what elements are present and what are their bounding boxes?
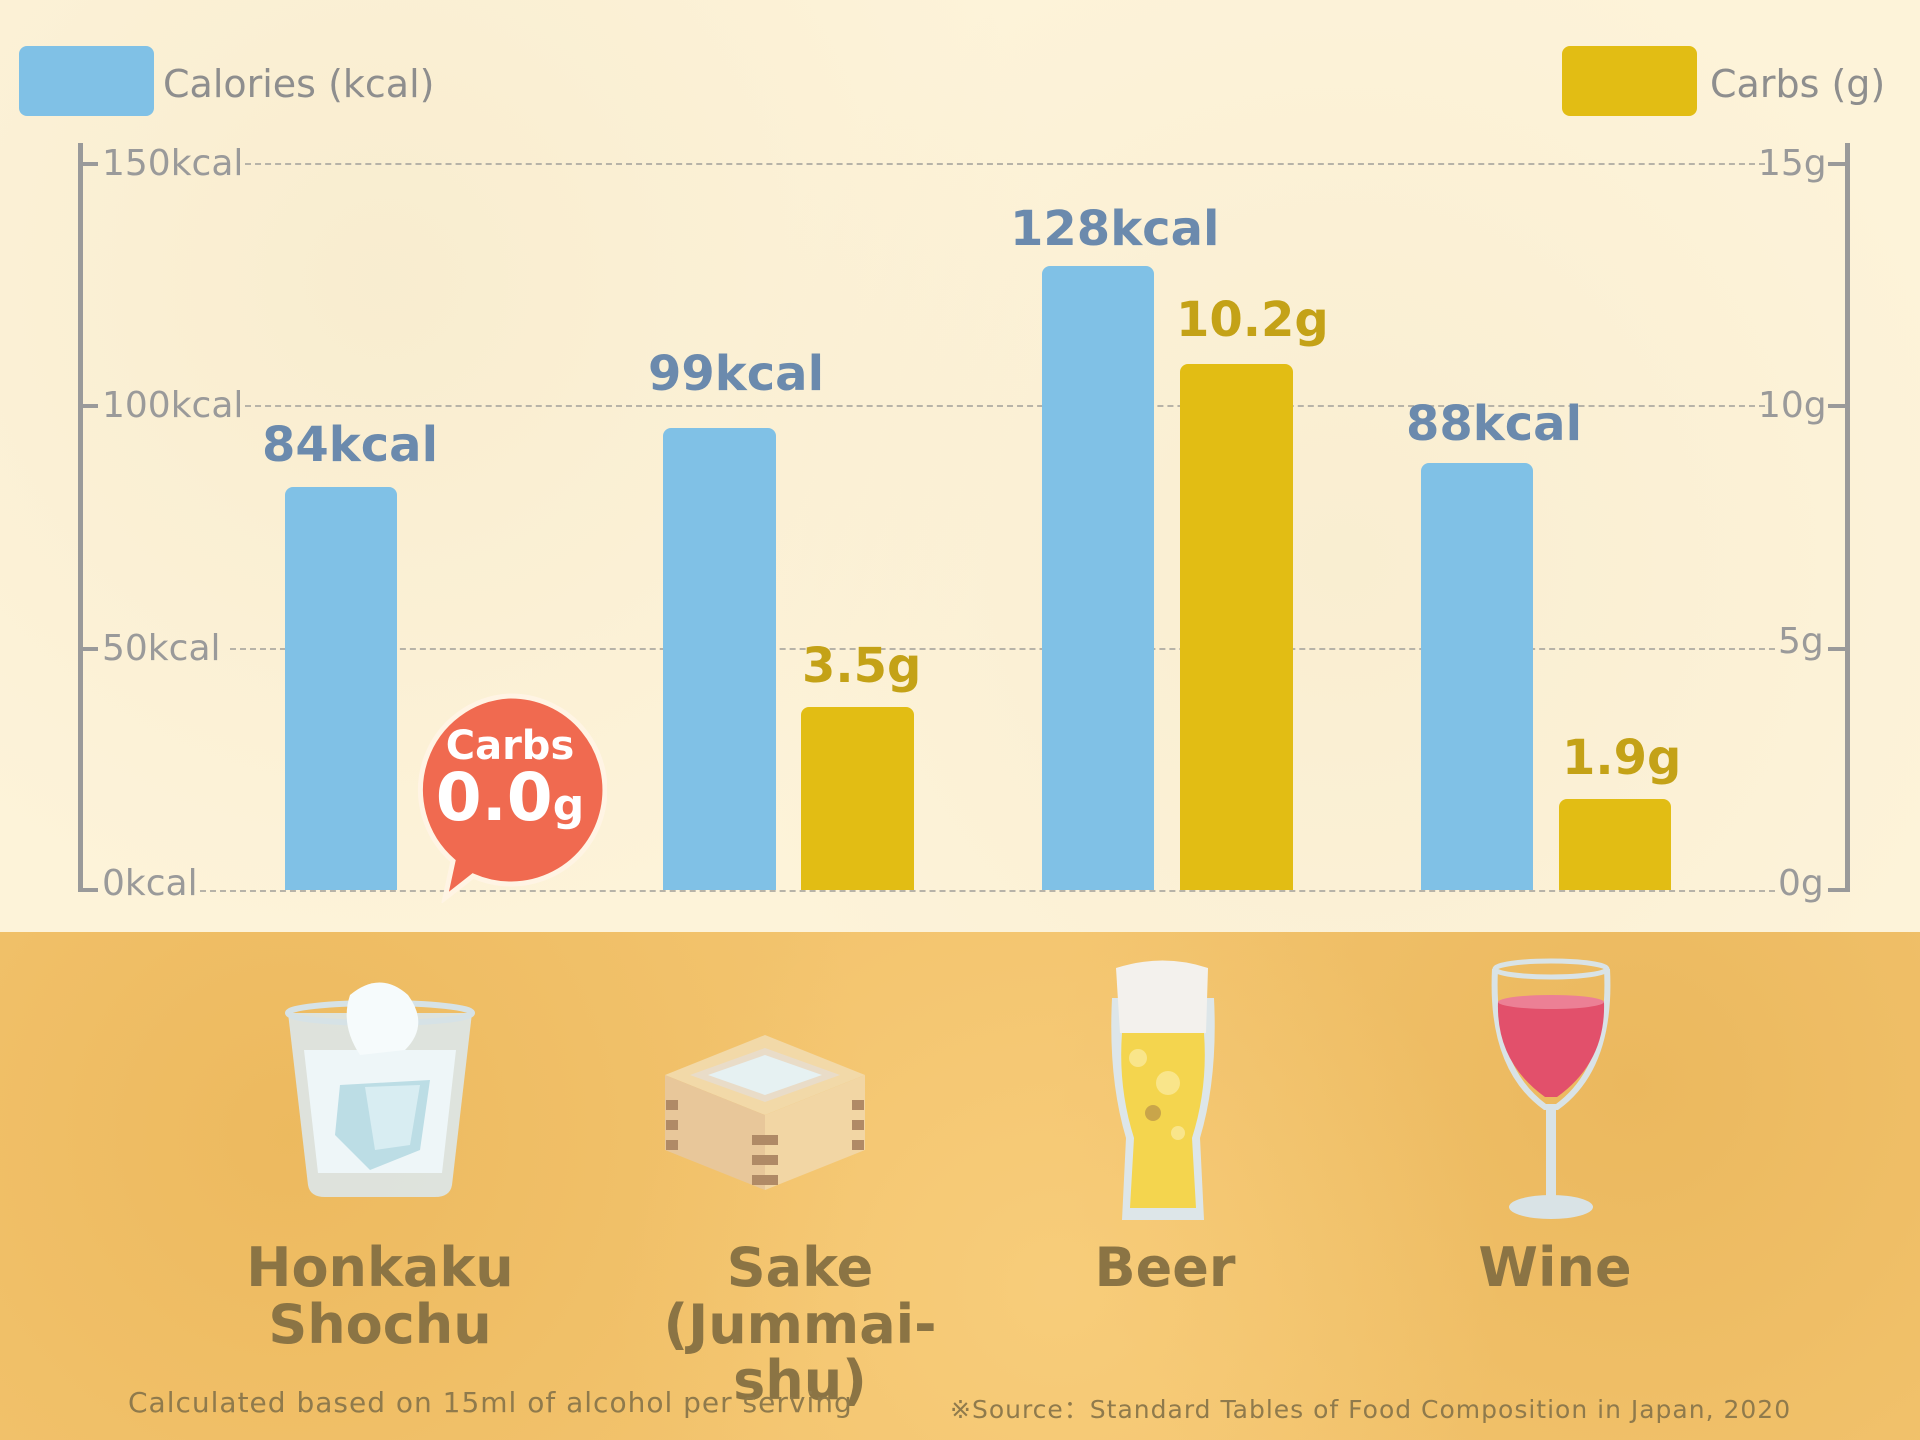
beer-glass-icon	[1111, 960, 1215, 1220]
right-tick-label: 5g	[1778, 621, 1824, 662]
category-line: Honkaku	[246, 1236, 514, 1299]
bar-calories-shochu	[285, 487, 397, 890]
bar-calories-wine	[1421, 463, 1533, 890]
right-tick-label: 10g	[1758, 385, 1827, 426]
value-label-carbs-wine: 1.9g	[1562, 730, 1682, 786]
left-tick-100	[78, 404, 98, 408]
value-label-carbs-beer: 10.2g	[1176, 292, 1329, 348]
callout-value-unit: g	[552, 780, 585, 831]
footer-note: Calculated based on 15ml of alcohol per …	[128, 1386, 853, 1419]
carbs-zero-callout: Carbs 0.0g	[413, 693, 608, 905]
legend-swatch-carbs	[1562, 46, 1697, 116]
callout-value: 0.0g	[413, 765, 607, 831]
left-tick-50	[78, 647, 98, 651]
wine-glass-icon	[1491, 958, 1611, 1219]
legend-swatch-calories	[19, 46, 154, 116]
right-tick-15	[1828, 162, 1848, 166]
value-label-calories-beer: 128kcal	[1010, 201, 1220, 257]
bar-carbs-beer	[1180, 364, 1293, 890]
category-line: Sake	[726, 1236, 874, 1299]
footer-source: ※Source：Standard Tables of Food Composit…	[950, 1395, 1792, 1424]
gridline-150	[245, 163, 1765, 165]
category-line: Wine	[1478, 1236, 1632, 1299]
right-tick-5	[1828, 647, 1848, 651]
gridline-100	[245, 405, 1765, 407]
value-label-calories-wine: 88kcal	[1406, 396, 1583, 452]
bar-carbs-sake	[801, 707, 914, 890]
bar-calories-beer	[1042, 266, 1154, 890]
left-tick-label: 100kcal	[102, 385, 244, 426]
left-tick-label: 50kcal	[102, 628, 221, 669]
speech-bubble-icon	[417, 693, 608, 905]
category-label-shochu: Honkaku Shochu	[230, 1236, 530, 1356]
gridline-0	[200, 890, 1775, 892]
sake-masu-icon	[665, 1035, 865, 1190]
bar-carbs-wine	[1559, 799, 1671, 890]
bar-calories-sake	[663, 428, 776, 890]
left-tick-150	[78, 162, 98, 166]
left-tick-0	[78, 888, 98, 892]
category-label-wine: Wine	[1455, 1236, 1655, 1299]
category-line: Shochu	[268, 1292, 492, 1356]
gridline-50	[230, 648, 1775, 650]
callout-value-number: 0.0	[435, 759, 553, 836]
value-label-calories-shochu: 84kcal	[262, 417, 439, 473]
right-tick-0	[1828, 888, 1848, 892]
shochu-glass-icon	[285, 982, 475, 1197]
left-tick-label: 0kcal	[102, 863, 198, 904]
value-label-carbs-sake: 3.5g	[802, 638, 922, 694]
category-line: Beer	[1094, 1236, 1236, 1299]
value-label-calories-sake: 99kcal	[648, 346, 825, 402]
legend-label-carbs: Carbs (g)	[1710, 62, 1886, 106]
legend-label-calories: Calories (kcal)	[163, 62, 435, 106]
callout-title: Carbs	[445, 723, 575, 769]
left-axis-line	[78, 143, 83, 892]
left-tick-label: 150kcal	[102, 143, 244, 184]
right-tick-10	[1828, 404, 1848, 408]
category-line: (Jummai-shu)	[663, 1292, 937, 1413]
right-tick-label: 15g	[1758, 143, 1827, 184]
category-label-sake: Sake (Jummai-shu)	[600, 1236, 1000, 1413]
right-axis-line	[1845, 143, 1850, 892]
category-label-beer: Beer	[1065, 1236, 1265, 1299]
right-tick-label: 0g	[1778, 863, 1824, 904]
